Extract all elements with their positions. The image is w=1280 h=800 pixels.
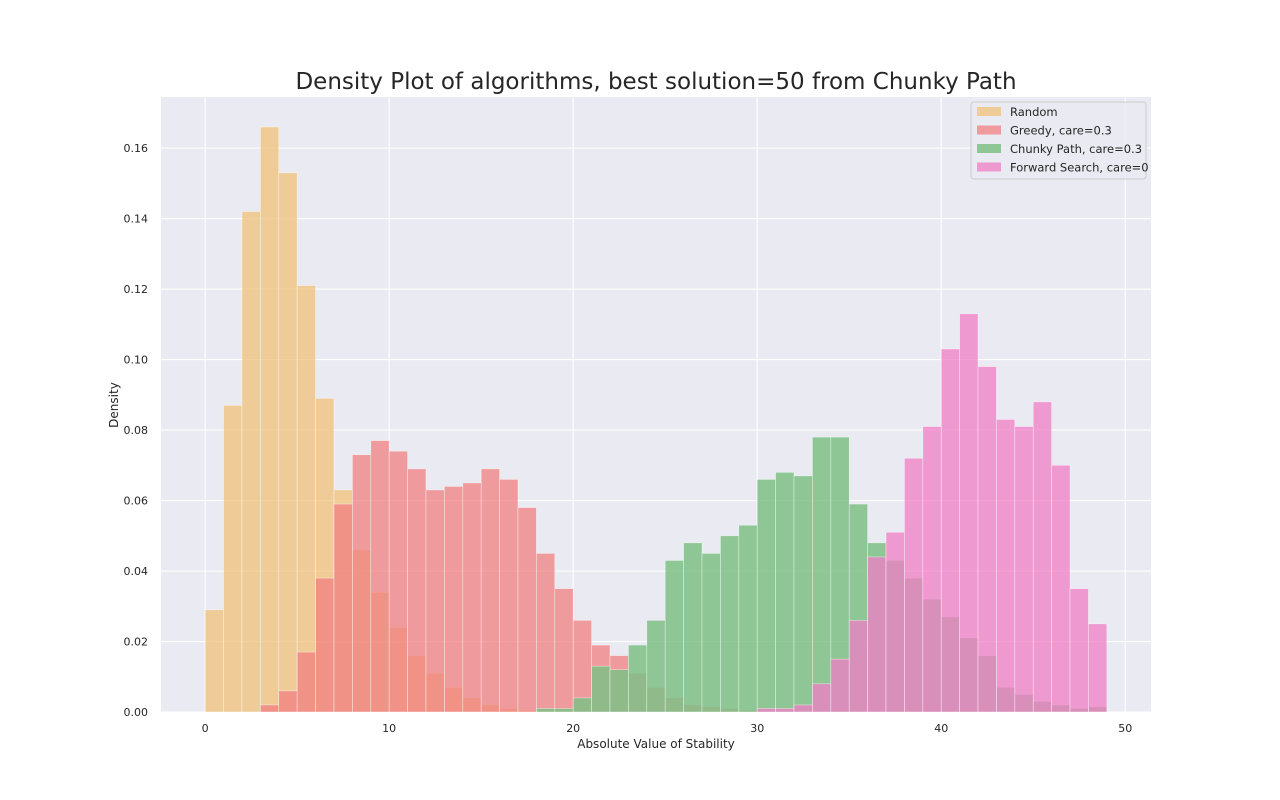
histogram-bar xyxy=(867,556,887,713)
histogram-bar xyxy=(940,348,960,713)
y-tick-label: 0.02 xyxy=(124,636,149,649)
histogram-bar xyxy=(628,644,648,713)
legend-label: Greedy, care=0.3 xyxy=(1010,124,1112,138)
x-tick-labels: 0 10 20 30 40 50 xyxy=(202,722,1133,735)
legend-label: Chunky Path, care=0.3 xyxy=(1010,142,1142,156)
series-0-bars xyxy=(204,126,574,713)
legend-box xyxy=(970,101,1147,180)
y-tick-label: 0.08 xyxy=(124,424,149,437)
histogram-bar xyxy=(683,542,703,713)
histogram-bar xyxy=(756,708,776,713)
histogram-bar xyxy=(536,708,556,713)
x-tick-label: 30 xyxy=(750,722,764,735)
histogram-bar xyxy=(352,454,372,713)
histogram-bar xyxy=(260,126,280,713)
histogram-bar xyxy=(812,683,832,713)
x-tick-label: 10 xyxy=(382,722,396,735)
y-tick-label: 0.06 xyxy=(124,495,149,508)
histogram-bar xyxy=(775,708,795,713)
x-tick-label: 0 xyxy=(202,722,209,735)
histogram-bar xyxy=(996,419,1016,713)
histogram-bar xyxy=(793,704,813,713)
histogram-bar xyxy=(977,366,997,713)
histogram-bar xyxy=(1088,623,1108,713)
histogram-bar xyxy=(278,690,298,713)
histogram-bar xyxy=(830,658,850,713)
legend-swatch xyxy=(977,125,1001,135)
histogram-bar xyxy=(241,211,261,713)
histogram-bar xyxy=(333,503,353,713)
histogram-bar xyxy=(370,440,390,713)
y-tick-label: 0.14 xyxy=(124,213,149,226)
histogram-bar xyxy=(1051,464,1071,713)
histogram-bar xyxy=(922,426,942,713)
histogram-bar xyxy=(278,172,298,713)
series-3-bars xyxy=(756,313,1108,713)
legend-label: Forward Search, care=0 xyxy=(1010,161,1149,175)
histogram-bar xyxy=(223,405,243,713)
legend-swatch xyxy=(977,107,1001,116)
histogram-bar xyxy=(407,468,427,713)
histogram-bar xyxy=(1014,426,1034,713)
x-axis-label: Absolute Value of Stability xyxy=(577,737,735,751)
histogram-bar xyxy=(756,479,776,713)
histogram-bar xyxy=(591,665,611,713)
legend-swatch xyxy=(977,162,1001,172)
histogram-bar xyxy=(793,475,813,713)
histogram-bar xyxy=(609,669,629,713)
histogram-bar xyxy=(775,472,795,713)
histogram-bars xyxy=(204,126,1108,713)
x-tick-label: 20 xyxy=(566,722,580,735)
chart-title: Density Plot of algorithms, best solutio… xyxy=(295,69,1016,95)
histogram-bar xyxy=(444,486,464,713)
legend-swatch xyxy=(977,144,1001,153)
histogram-bar xyxy=(720,535,740,713)
histogram-bar xyxy=(738,524,758,713)
histogram-bar xyxy=(296,651,316,713)
histogram-bar xyxy=(554,708,574,713)
legend: Random Greedy, care=0.3 Chunky Path, care=… xyxy=(970,101,1149,180)
histogram-bar xyxy=(462,482,482,713)
histogram-bar xyxy=(904,457,924,713)
histogram-bar xyxy=(554,588,574,713)
histogram-bar xyxy=(517,507,537,713)
y-tick-label: 0.12 xyxy=(124,283,149,296)
histogram-bar xyxy=(315,577,335,713)
histogram-bar xyxy=(204,609,224,713)
y-tick-label: 0.10 xyxy=(124,354,149,367)
histogram-bar xyxy=(664,560,684,713)
legend-label: Random xyxy=(1010,105,1058,119)
histogram-bar xyxy=(425,489,445,713)
histogram-bar xyxy=(388,450,408,713)
histogram-bar xyxy=(536,553,556,713)
histogram-bar xyxy=(480,468,500,713)
histogram-bar xyxy=(812,436,832,713)
histogram-bar xyxy=(296,285,316,713)
histogram-bar xyxy=(1069,588,1089,713)
y-tick-label: 0.00 xyxy=(124,706,149,719)
histogram-bar xyxy=(572,697,592,713)
x-tick-label: 40 xyxy=(934,722,948,735)
histogram-bar xyxy=(848,620,868,713)
y-tick-labels: 0.00 0.02 0.04 0.06 0.08 0.10 0.12 0.14 0.16 xyxy=(124,142,149,719)
y-tick-label: 0.04 xyxy=(124,565,149,578)
histogram-bar xyxy=(959,313,979,713)
histogram-bar xyxy=(885,531,905,713)
histogram-bar xyxy=(499,479,519,713)
histogram-bar xyxy=(701,553,721,713)
histogram-bar xyxy=(646,620,666,713)
y-axis-label: Density xyxy=(107,382,121,428)
x-tick-label: 50 xyxy=(1118,722,1132,735)
histogram-bar xyxy=(260,704,280,713)
histogram-bar xyxy=(1032,401,1052,713)
y-tick-label: 0.16 xyxy=(124,142,149,155)
